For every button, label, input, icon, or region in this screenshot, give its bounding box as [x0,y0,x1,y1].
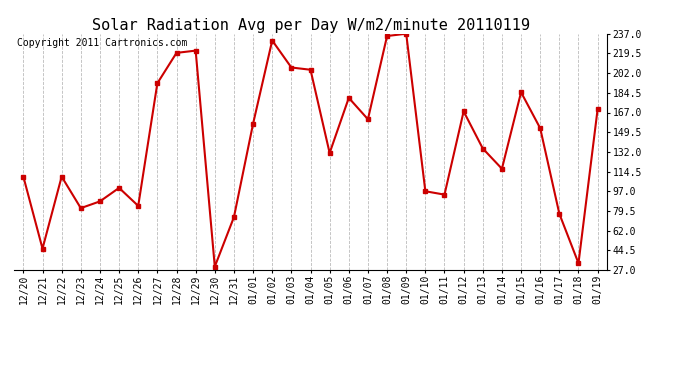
Text: Copyright 2011 Cartronics.com: Copyright 2011 Cartronics.com [17,39,187,48]
Title: Solar Radiation Avg per Day W/m2/minute 20110119: Solar Radiation Avg per Day W/m2/minute … [92,18,529,33]
